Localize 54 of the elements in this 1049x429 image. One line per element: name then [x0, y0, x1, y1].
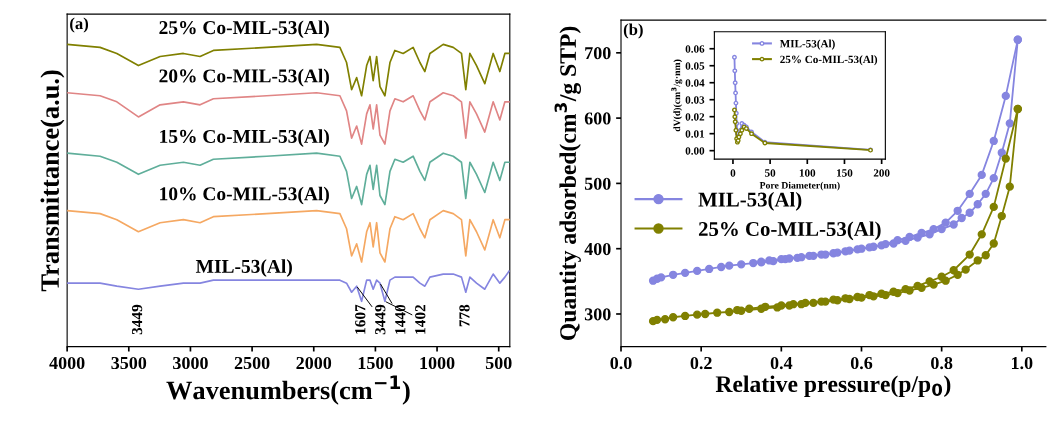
series-label: 20% Co-MIL-53(Al) — [159, 68, 329, 87]
x-tick-label: 500 — [485, 356, 512, 370]
x-tick-label: 0.2 — [690, 356, 712, 370]
x-tick-label: 3000 — [173, 356, 208, 370]
x-tick-label: 0.0 — [610, 356, 632, 370]
x-tick-label: 3500 — [111, 356, 147, 370]
legend-label: 25% Co-MIL-53(Al) — [698, 221, 881, 241]
y-tick-label: 0.01 — [685, 130, 705, 138]
series-label: 25% Co-MIL-53(Al) — [159, 20, 329, 39]
y-axis-title: dV(d)(cm$^{3}$/g·nm) — [671, 59, 683, 132]
y-tick-label: 0.03 — [685, 96, 705, 104]
x-tick-label: 1000 — [420, 356, 455, 370]
x-tick-label: 0.6 — [850, 356, 873, 370]
y-tick-label: 0.02 — [685, 113, 705, 121]
x-tick-label: 100 — [799, 169, 816, 177]
y-tick-label: 0.05 — [685, 62, 705, 70]
annotation: 778 — [459, 304, 470, 327]
y-tick-label: 0.04 — [685, 79, 705, 87]
x-tick-label: 50 — [765, 169, 776, 177]
annotation: 1402 — [415, 304, 426, 334]
series-label: 15% Co-MIL-53(Al) — [160, 129, 329, 147]
y-axis-title: Quantity adsorbed(cm$^{3}$/g STP) — [554, 26, 582, 340]
x-tick-label: 2000 — [296, 356, 332, 370]
y-tick-label: 0.00 — [685, 147, 705, 155]
y-tick-label: 500 — [584, 177, 611, 190]
x-tick-label: 150 — [837, 169, 853, 177]
legend-label: MIL-53(Al) — [779, 39, 835, 50]
x-axis-title: Relative pressure(p/p$_{0}$) — [715, 375, 951, 397]
chart-title: (a) — [70, 17, 89, 33]
chart-title: (b) — [623, 23, 643, 39]
x-tick-label: 1.0 — [1011, 356, 1033, 370]
x-tick-label: 1500 — [358, 356, 393, 370]
x-axis-title: Wavenumbers(cm$^{−1}$) — [166, 375, 410, 405]
y-tick-label: 600 — [584, 112, 611, 125]
legend-label: 25% Co-MIL-53(Al) — [780, 55, 878, 66]
annotation: 3449 — [131, 304, 143, 335]
x-axis-title: Pore Diameter(nm) — [759, 181, 840, 191]
y-tick-label: 400 — [584, 242, 611, 256]
x-tick-label: 0 — [730, 169, 736, 177]
x-tick-label: 0.4 — [770, 356, 793, 370]
series-label: MIL-53(Al) — [195, 259, 292, 277]
series-label: 10% Co-MIL-53(Al) — [160, 186, 329, 205]
x-tick-label: 200 — [873, 169, 890, 177]
x-tick-label: 2500 — [234, 356, 270, 370]
annotation: 1607 — [355, 304, 366, 334]
x-tick-label: 0.8 — [931, 356, 953, 370]
annotation: 1440 — [395, 304, 406, 334]
annotation: 3449 — [375, 304, 386, 335]
legend-label: MIL-53(Al) — [698, 191, 802, 211]
y-axis-title: Transmittance(a.u.) — [40, 70, 65, 292]
y-tick-label: 700 — [585, 47, 611, 60]
y-tick-label: 0.06 — [685, 45, 705, 53]
x-tick-label: 4000 — [49, 356, 85, 370]
y-tick-label: 300 — [584, 308, 611, 321]
